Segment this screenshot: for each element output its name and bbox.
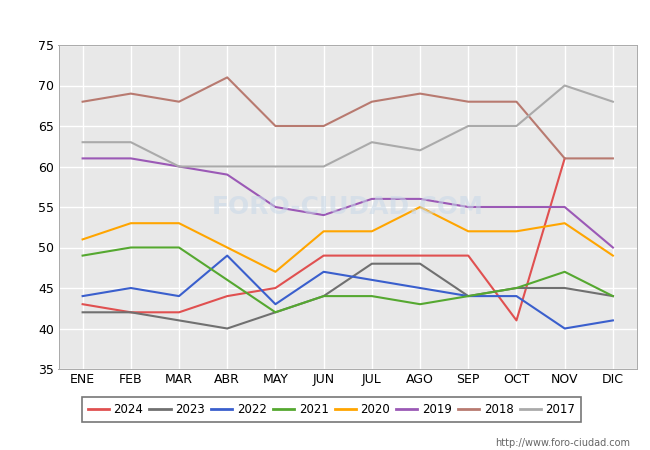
Text: Afiliados en La Garganta a 30/11/2024: Afiliados en La Garganta a 30/11/2024 [151, 11, 499, 29]
Legend: 2024, 2023, 2022, 2021, 2020, 2019, 2018, 2017: 2024, 2023, 2022, 2021, 2020, 2019, 2018… [82, 397, 581, 422]
Text: FORO-CIUDAD.COM: FORO-CIUDAD.COM [212, 195, 484, 219]
Text: http://www.foro-ciudad.com: http://www.foro-ciudad.com [495, 438, 630, 448]
